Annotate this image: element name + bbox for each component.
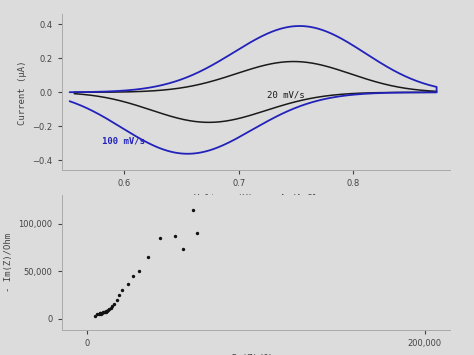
Y-axis label: Current (μA): Current (μA) <box>18 60 27 125</box>
Point <box>104 307 112 313</box>
Point <box>136 268 143 274</box>
Point <box>91 313 99 319</box>
Point <box>110 301 118 306</box>
Point <box>98 311 105 316</box>
Point <box>193 230 201 236</box>
Point <box>102 309 109 315</box>
Point <box>144 254 152 260</box>
Point <box>113 297 120 302</box>
Point <box>156 235 164 241</box>
Point <box>95 311 102 316</box>
Point <box>102 308 110 314</box>
Text: 20 mV/s: 20 mV/s <box>267 91 305 99</box>
Point <box>103 308 111 313</box>
Point <box>129 273 137 279</box>
Point <box>101 309 109 315</box>
X-axis label: Voltage (V) vs. Ag/AgCl: Voltage (V) vs. Ag/AgCl <box>194 194 318 203</box>
Point <box>97 310 104 315</box>
Point <box>96 310 103 316</box>
Text: 100 mV/s: 100 mV/s <box>101 136 145 145</box>
Point <box>109 304 116 309</box>
Point <box>124 281 131 286</box>
Point <box>105 306 113 312</box>
Point <box>93 312 101 317</box>
Point <box>115 292 123 298</box>
Point <box>118 288 126 293</box>
Point <box>171 233 179 239</box>
X-axis label: Re(Z)/Ohm: Re(Z)/Ohm <box>232 354 280 355</box>
Point <box>100 309 108 315</box>
Point <box>99 309 107 315</box>
Y-axis label: - Im(Z)/Ohm: - Im(Z)/Ohm <box>4 233 13 292</box>
Point <box>180 247 187 252</box>
Point <box>99 310 106 316</box>
Point <box>190 207 197 212</box>
Point <box>107 305 114 311</box>
